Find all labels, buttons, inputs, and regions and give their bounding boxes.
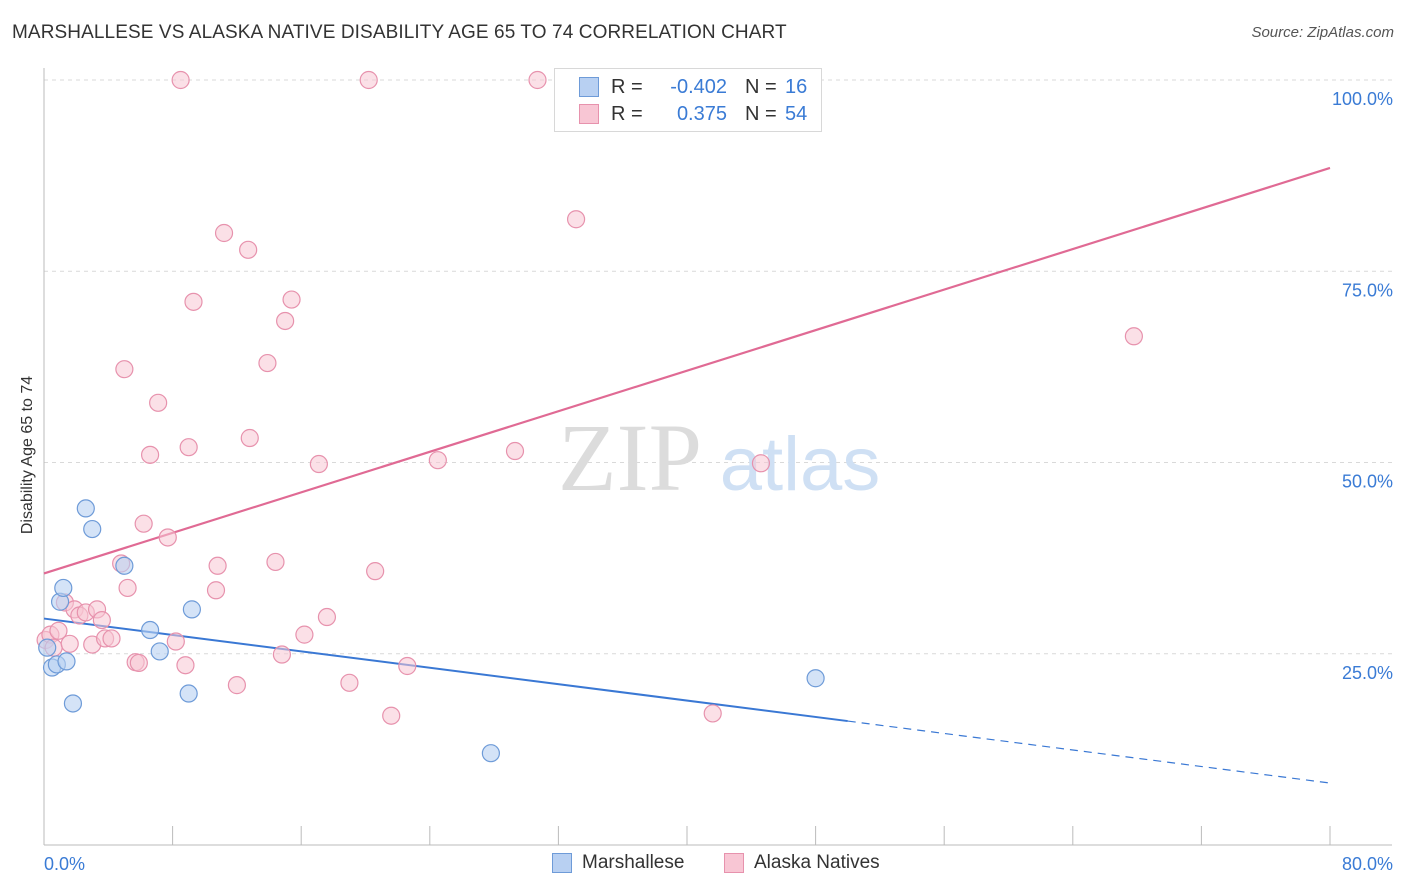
legend-r-value: -0.402 bbox=[670, 75, 727, 98]
point-marshallese bbox=[150, 642, 169, 661]
gridlines bbox=[44, 79, 1392, 655]
point-alaska-natives bbox=[295, 625, 314, 644]
point-alaska-natives bbox=[92, 610, 111, 630]
point-alaska-natives bbox=[129, 653, 148, 673]
point-alaska-natives bbox=[184, 292, 203, 311]
point-marshallese bbox=[115, 556, 134, 575]
source-label: Source: ZipAtlas.com bbox=[1251, 24, 1394, 41]
series-legend: Marshallese Alaska Natives bbox=[0, 852, 1406, 876]
legend-r-value: 0.375 bbox=[676, 102, 727, 125]
point-marshallese bbox=[76, 499, 95, 518]
legend-n-value: 16 bbox=[785, 75, 808, 98]
legend-r-label: R = bbox=[611, 102, 643, 125]
point-alaska-natives bbox=[134, 514, 153, 533]
trend-line-marshallese bbox=[43, 617, 848, 723]
y-tick-label: 25.0% bbox=[1342, 663, 1393, 683]
point-alaska-natives bbox=[505, 441, 525, 461]
point-alaska-natives bbox=[266, 552, 285, 572]
legend-label-marshallese: Marshallese bbox=[582, 852, 685, 873]
point-alaska-natives bbox=[208, 556, 227, 575]
legend-item-alaska-natives: Alaska Natives bbox=[724, 852, 880, 874]
legend-label-alaska-natives: Alaska Natives bbox=[754, 852, 880, 873]
point-alaska-natives bbox=[118, 578, 137, 598]
trend-line-marshallese-extension bbox=[847, 720, 1331, 784]
legend-swatch-marshallese bbox=[552, 853, 572, 873]
point-alaska-natives bbox=[166, 632, 185, 651]
point-alaska-natives bbox=[115, 360, 134, 379]
point-alaska-natives bbox=[309, 454, 328, 474]
point-marshallese bbox=[57, 652, 76, 671]
point-alaska-natives bbox=[282, 290, 301, 309]
tick-labels: 25.0% 50.0% 75.0% 100.0% 0.0% 80.0% bbox=[44, 89, 1393, 874]
legend-item-marshallese: Marshallese bbox=[552, 852, 684, 874]
correlation-legend: R = -0.402 N = 16 R = 0.375 N = 54 bbox=[554, 68, 822, 132]
point-alaska-natives bbox=[140, 445, 160, 464]
point-alaska-natives bbox=[528, 70, 547, 90]
point-marshallese bbox=[806, 669, 825, 688]
point-alaska-natives bbox=[206, 581, 226, 600]
legend-swatch-marshallese bbox=[579, 77, 599, 97]
point-alaska-natives bbox=[171, 70, 190, 90]
point-alaska-natives bbox=[176, 656, 195, 675]
axes bbox=[43, 68, 1392, 846]
point-alaska-natives bbox=[566, 210, 586, 229]
point-alaska-natives bbox=[317, 607, 337, 627]
y-tick-label: 50.0% bbox=[1342, 472, 1393, 492]
legend-r-label: R = bbox=[611, 75, 643, 98]
watermark-zip: ZIP bbox=[558, 404, 702, 511]
point-alaska-natives bbox=[214, 223, 234, 243]
point-marshallese bbox=[140, 620, 160, 640]
point-alaska-natives bbox=[258, 353, 277, 373]
legend-n-label: N = bbox=[745, 75, 777, 98]
point-alaska-natives bbox=[149, 393, 168, 412]
x-tick-label: 80.0% bbox=[1342, 854, 1393, 874]
point-marshallese bbox=[83, 519, 102, 539]
point-alaska-natives bbox=[276, 311, 295, 331]
point-marshallese bbox=[179, 684, 198, 703]
zipatlas-watermark: ZIP atlas bbox=[558, 404, 880, 511]
watermark-atlas: atlas bbox=[720, 422, 881, 507]
legend-swatch-alaska-natives bbox=[579, 104, 599, 124]
point-alaska-natives bbox=[359, 70, 378, 90]
point-alaska-natives bbox=[239, 240, 258, 259]
legend-n-label: N = bbox=[745, 102, 777, 125]
chart-title: MARSHALLESE VS ALASKA NATIVE DISABILITY … bbox=[12, 22, 787, 43]
point-marshallese bbox=[54, 578, 73, 598]
point-alaska-natives bbox=[366, 562, 385, 581]
legend-n-value: 54 bbox=[785, 102, 808, 125]
point-alaska-natives bbox=[428, 451, 447, 470]
point-alaska-natives bbox=[179, 438, 198, 457]
point-marshallese bbox=[182, 600, 201, 619]
legend-swatch-alaska-natives bbox=[724, 853, 744, 873]
legend-row-marshallese: R = -0.402 N = 16 bbox=[579, 75, 807, 99]
y-tick-label: 75.0% bbox=[1342, 280, 1393, 300]
x-tick-label: 0.0% bbox=[44, 854, 85, 874]
point-alaska-natives bbox=[158, 528, 177, 547]
point-marshallese bbox=[38, 638, 57, 657]
point-alaska-natives bbox=[102, 629, 121, 648]
point-alaska-natives bbox=[751, 454, 771, 473]
trend-line-alaska-natives bbox=[43, 166, 1331, 575]
point-marshallese bbox=[63, 694, 83, 713]
point-alaska-natives bbox=[703, 704, 722, 723]
point-alaska-natives bbox=[227, 676, 246, 695]
point-alaska-natives bbox=[382, 706, 401, 725]
point-alaska-natives bbox=[240, 428, 259, 448]
data-points bbox=[36, 70, 1143, 763]
point-alaska-natives bbox=[398, 656, 417, 676]
point-alaska-natives bbox=[340, 673, 359, 692]
legend-row-alaska-natives: R = 0.375 N = 54 bbox=[579, 102, 807, 126]
point-alaska-natives bbox=[60, 634, 79, 653]
point-alaska-natives bbox=[272, 645, 292, 664]
point-alaska-natives bbox=[1124, 327, 1143, 346]
point-alaska-natives bbox=[49, 621, 68, 640]
y-tick-label: 100.0% bbox=[1332, 89, 1393, 109]
point-marshallese bbox=[481, 744, 500, 763]
